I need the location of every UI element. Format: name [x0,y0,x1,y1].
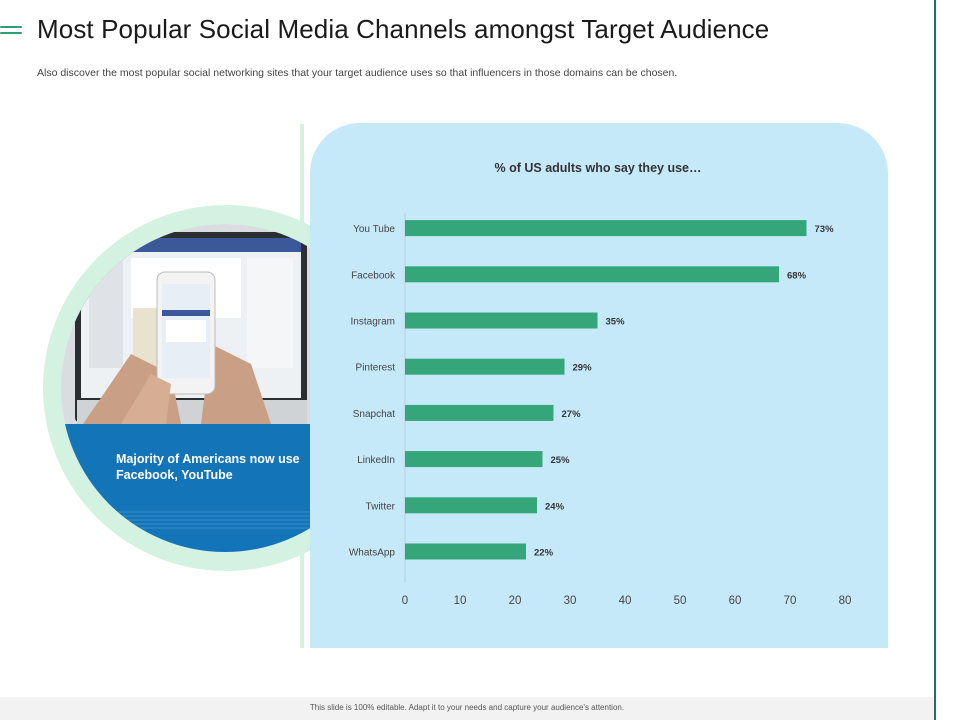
bar [405,451,543,468]
right-border-rule [934,0,936,720]
menu-icon[interactable] [0,26,22,40]
bar [405,266,779,283]
category-label: You Tube [353,224,395,235]
data-label: 29% [573,363,593,374]
footer-text: This slide is 100% editable. Adapt it to… [309,703,625,712]
data-label: 73% [815,224,835,235]
category-label: LinkedIn [357,455,395,466]
footer-bar: This slide is 100% editable. Adapt it to… [0,697,934,720]
data-label: 25% [551,455,571,466]
bar-chart: % of US adults who say they use… You Tub… [349,161,852,607]
category-label: Instagram [351,317,395,328]
data-label: 27% [562,409,582,420]
x-tick-label: 10 [454,595,467,607]
bar [405,497,537,514]
data-label: 24% [545,501,565,512]
x-tick-label: 70 [784,595,797,607]
data-label: 68% [787,270,807,281]
bar [405,543,526,560]
x-tick-label: 80 [839,595,852,607]
x-tick-label: 30 [564,595,577,607]
x-tick-label: 40 [619,595,632,607]
bar [405,358,565,375]
category-label: WhatsApp [349,548,396,559]
page-subtitle: Also discover the most popular social ne… [37,67,678,79]
page-title: Most Popular Social Media Channels among… [37,14,770,44]
x-tick-label: 20 [509,595,522,607]
category-label: Pinterest [356,363,396,374]
bar [405,404,554,421]
bar [405,312,598,329]
chart-panel [310,123,888,648]
x-tick-label: 50 [674,595,687,607]
bar [405,220,807,237]
callout-text: Majority of Americans now use Facebook, … [116,452,300,482]
data-label: 35% [606,317,626,328]
x-tick-label: 0 [402,595,408,607]
category-label: Twitter [366,501,396,512]
category-label: Snapchat [353,409,395,420]
category-label: Facebook [351,270,396,281]
chart-title: % of US adults who say they use… [495,161,702,175]
x-tick-label: 60 [729,595,742,607]
data-label: 22% [534,548,554,559]
